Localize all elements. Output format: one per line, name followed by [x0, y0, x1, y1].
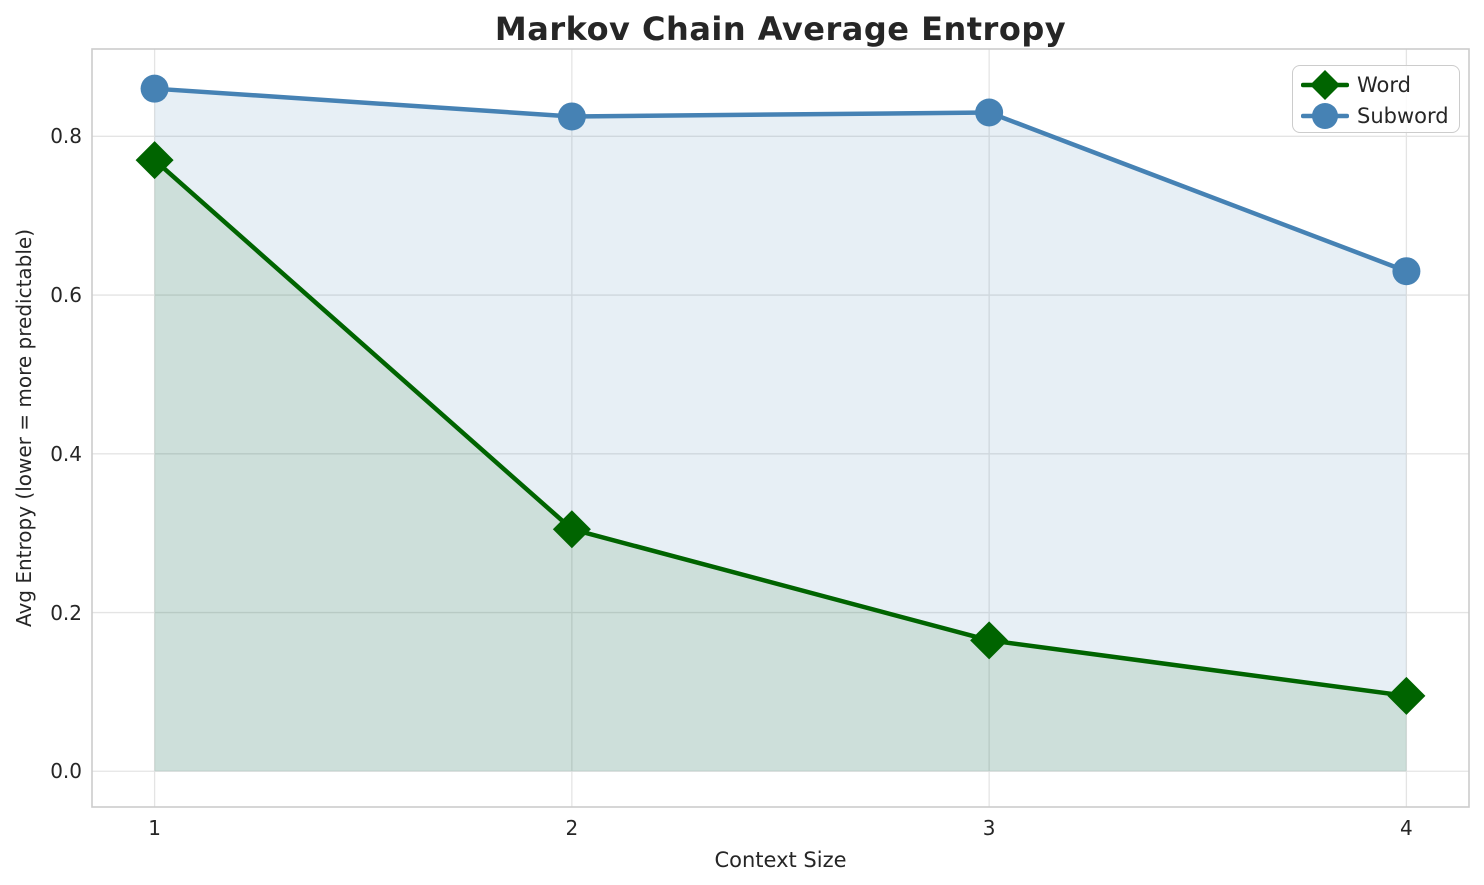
chart-title: Markov Chain Average Entropy [494, 10, 1067, 48]
legend-label-word: Word [1357, 72, 1411, 97]
word-area-fill [154, 160, 1407, 772]
word-marker [135, 141, 174, 180]
x-tick-label: 2 [565, 816, 579, 840]
x-tick-label: 3 [982, 816, 996, 840]
legend-item-word: Word [1301, 69, 1451, 100]
word-marker [1387, 676, 1426, 715]
subword-line [152, 86, 1409, 274]
word-marker [970, 621, 1009, 660]
x-axis-label: Context Size [714, 848, 847, 872]
subword-marker [975, 98, 1004, 127]
x-tick-label: 4 [1400, 816, 1413, 840]
subword-marker [140, 74, 169, 103]
plot-border [91, 48, 1470, 808]
y-tick-label: 0.4 [50, 441, 82, 466]
word-line [152, 157, 1409, 699]
legend-item-subword: Subword [1301, 100, 1451, 131]
subword-marker [1392, 257, 1421, 286]
subword-marker [557, 102, 586, 131]
x-tick-label: 1 [148, 816, 161, 840]
subword-marker-icon [1301, 102, 1349, 129]
y-tick-label: 0.0 [50, 759, 82, 784]
legend-label-subword: Subword [1357, 103, 1449, 128]
y-tick-label: 0.2 [50, 600, 82, 625]
word-marker [552, 510, 591, 549]
legend: Word Subword [1292, 65, 1460, 133]
y-tick-label: 0.6 [50, 283, 82, 308]
word-marker-icon [1301, 69, 1349, 100]
subword-area-fill [154, 88, 1407, 772]
y-tick-label: 0.8 [50, 124, 82, 149]
